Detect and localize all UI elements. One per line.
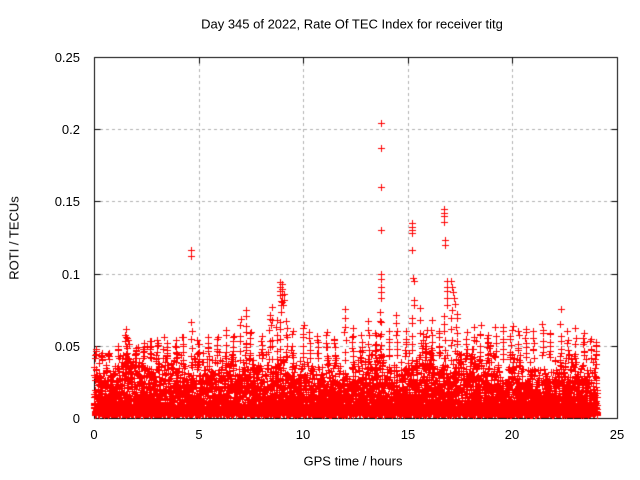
y-tick-label: 0.05 bbox=[54, 339, 80, 354]
y-tick-label: 0 bbox=[72, 411, 80, 426]
y-tick-label: 0.25 bbox=[54, 50, 80, 65]
x-tick-label: 0 bbox=[90, 427, 98, 442]
x-tick-label: 5 bbox=[195, 427, 203, 442]
x-axis-label: GPS time / hours bbox=[303, 453, 403, 469]
y-tick-label: 0.2 bbox=[61, 122, 80, 137]
y-tick-label: 0.1 bbox=[61, 267, 80, 282]
x-tick-label: 10 bbox=[295, 427, 311, 442]
x-tick-label: 20 bbox=[504, 427, 520, 442]
x-tick-label: 25 bbox=[609, 427, 625, 442]
x-tick-label: 15 bbox=[400, 427, 416, 442]
chart-title: Day 345 of 2022, Rate Of TEC Index for r… bbox=[201, 16, 503, 32]
y-tick-label: 0.15 bbox=[54, 194, 80, 209]
